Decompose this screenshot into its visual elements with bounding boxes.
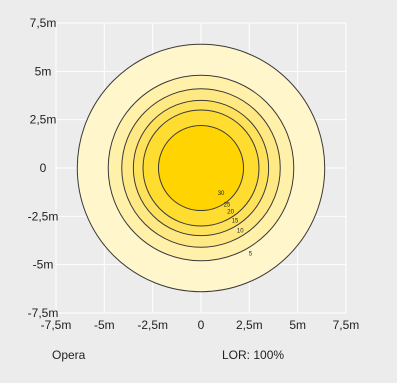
- contour-30: [157, 124, 245, 212]
- contour-label-15: 15: [232, 218, 239, 224]
- luminaire-name: Opera: [52, 348, 86, 362]
- contour-label-5: 5: [249, 252, 253, 258]
- x-tick-label: -5m: [94, 318, 115, 332]
- contour-label-10: 10: [237, 228, 244, 234]
- y-tick-label: 0: [40, 161, 47, 175]
- y-tick-label: -2,5m: [28, 209, 59, 223]
- lor-value: LOR: 100%: [222, 348, 285, 362]
- x-tick-label: 7,5m: [333, 318, 360, 332]
- contour-label-20: 20: [227, 210, 234, 216]
- x-tick-label: 0: [198, 318, 205, 332]
- contour-label-25: 25: [224, 202, 231, 208]
- y-tick-label: -7,5m: [28, 306, 59, 320]
- y-tick-label: -5m: [33, 258, 54, 272]
- contour-label-30: 30: [218, 191, 225, 197]
- x-tick-label: -2,5m: [137, 318, 168, 332]
- y-tick-label: 7,5m: [30, 16, 57, 30]
- x-tick-label: 5m: [289, 318, 306, 332]
- y-tick-label: 2,5m: [30, 113, 57, 127]
- y-tick-label: 5m: [35, 64, 52, 78]
- x-tick-label: 2,5m: [236, 318, 263, 332]
- x-tick-label: -7,5m: [41, 318, 72, 332]
